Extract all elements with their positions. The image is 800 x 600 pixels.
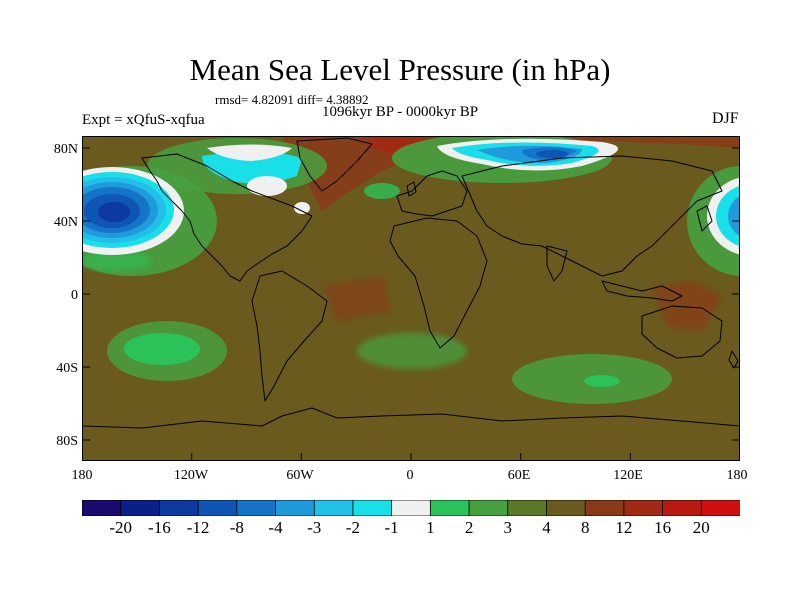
colorbar-swatch: [159, 500, 200, 516]
season-label: DJF: [712, 110, 739, 127]
colorbar-swatch: [82, 500, 122, 516]
pressure-anomaly-map: [82, 136, 740, 461]
colorbar-swatch: [391, 500, 432, 516]
map-title: Mean Sea Level Pressure (in hPa): [189, 52, 611, 87]
lon-label-120w: 120W: [173, 468, 209, 483]
low-siberia-core: [536, 150, 568, 158]
lon-label-180w: 180: [71, 468, 93, 483]
coast-greenland: [296, 137, 373, 192]
colorbar-swatch: [313, 500, 354, 516]
lat-label-80s: 80S: [56, 434, 78, 449]
coast-se-asia-islands: [601, 280, 683, 302]
colorbar-swatch: [507, 500, 548, 516]
anomaly-green-mid-atlantic: [364, 183, 400, 199]
colorbar-label: 2: [464, 518, 474, 537]
colorbar-swatch: [662, 500, 703, 516]
colorbar-label: -8: [229, 518, 244, 537]
colorbar-swatch: [623, 500, 664, 516]
colorbar-swatch: [429, 500, 470, 516]
anomaly-green-south-atlantic: [357, 333, 467, 369]
colorbar-label: -3: [307, 518, 322, 537]
lon-label-120e: 120E: [613, 468, 643, 483]
low-canada-white-3: [294, 202, 310, 214]
lat-label-0: 0: [71, 288, 78, 303]
coast-europe: [396, 170, 468, 217]
low-canada-cyan: [202, 151, 302, 184]
coast-south-america: [251, 270, 328, 402]
lat-label-40s: 40S: [56, 361, 78, 376]
coast-antarctica: [82, 407, 740, 429]
anomaly-green-south-indian-core: [584, 375, 620, 387]
experiment-label: Expt = xQfuS-xqfua: [82, 112, 205, 128]
anomaly-green-south-pacific-core: [124, 333, 200, 365]
colorbar-swatch: [700, 500, 740, 516]
period-label: 1096kyr BP - 0000kyr BP: [322, 104, 479, 120]
lon-label-60e: 60E: [507, 468, 531, 483]
map-frame: [82, 136, 740, 461]
lon-label-60w: 60W: [286, 468, 314, 483]
colorbar-label: -12: [186, 518, 210, 537]
colorbar-label: 20: [692, 518, 710, 537]
anomaly-green-pacific-patch: [82, 251, 152, 271]
anomaly-brown-japan: [652, 281, 722, 331]
colorbar-swatch: [352, 500, 393, 516]
colorbar-label: 3: [503, 518, 513, 537]
coast-india: [546, 245, 568, 282]
colorbar-label: 4: [542, 518, 551, 537]
coast-new-zealand: [728, 350, 739, 369]
lat-label-40n: 40N: [53, 215, 78, 230]
lat-label-80n: 80N: [53, 142, 78, 157]
anomaly-brown-tropics: [322, 276, 392, 321]
colorbar-swatch: [120, 500, 161, 516]
colorbar-swatch: [275, 500, 316, 516]
colorbar-label: -1: [384, 518, 399, 537]
coast-north-america: [141, 153, 313, 282]
colorbar-label: 1: [426, 518, 435, 537]
colorbar-swatch: [584, 500, 625, 516]
colorbar-label: -4: [268, 518, 283, 537]
coast-uk: [406, 181, 417, 197]
coast-japan: [696, 205, 713, 232]
coast-africa: [389, 217, 488, 349]
colorbar-label: 16: [654, 518, 672, 537]
colorbar-label: 12: [615, 518, 633, 537]
coast-australia: [641, 305, 723, 359]
colorbar-swatch: [546, 500, 587, 516]
rmsd-diff-label: rmsd= 4.82091 diff= 4.38892: [215, 92, 369, 107]
lon-label-0: 0: [406, 468, 414, 483]
lon-label-180e: 180: [726, 468, 748, 483]
low-east-blue: [728, 195, 740, 237]
low-canada-white-2: [247, 176, 287, 196]
coast-asia: [461, 155, 723, 277]
colorbar-label: -16: [148, 518, 171, 537]
colorbar-label: -20: [109, 518, 133, 537]
low-canada-white: [207, 144, 292, 161]
colorbar-swatch: [236, 500, 277, 516]
low-north-pacific-core: [98, 202, 130, 222]
colorbar-label: 8: [580, 518, 590, 537]
colorbar-swatch: [468, 500, 509, 516]
colorbar: [82, 500, 740, 516]
colorbar-label: -2: [345, 518, 360, 537]
colorbar-swatch: [197, 500, 238, 516]
